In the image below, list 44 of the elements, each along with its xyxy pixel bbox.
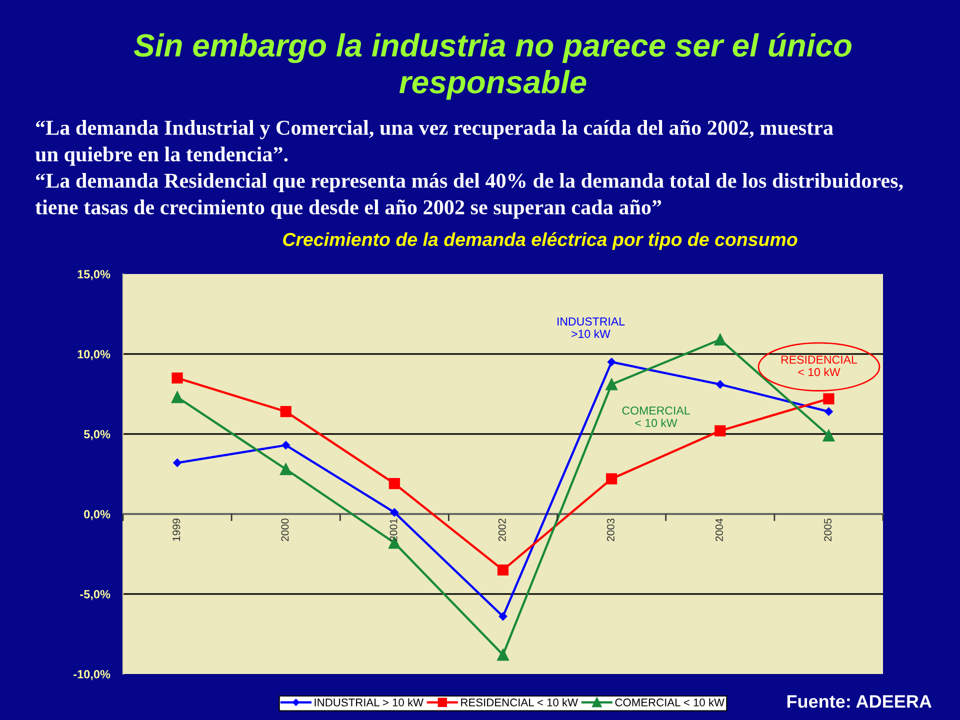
- y-tick-label: -5,0%: [80, 590, 110, 600]
- point: [498, 612, 508, 621]
- point: [822, 430, 835, 442]
- point: [497, 648, 509, 661]
- x-tick-label: 1999: [172, 518, 180, 541]
- point: [824, 407, 833, 416]
- point: [823, 393, 834, 404]
- x-tick-label: 2000: [281, 518, 289, 542]
- y-tick-label: 15,0%: [78, 270, 110, 280]
- point: [497, 564, 509, 576]
- legend-label: INDUSTRIAL > 10 kW: [314, 698, 424, 706]
- legend-label: RESIDENCIAL < 10 kW: [461, 698, 578, 706]
- x-tick-label: 2003: [606, 518, 614, 542]
- y-tick-label: 10,0%: [78, 350, 110, 360]
- legend-label: COMERCIAL < 10 kW: [615, 698, 724, 706]
- point: [716, 380, 724, 389]
- x-tick-label: 2002: [498, 518, 506, 542]
- chart-subtitle: Crecimiento de la demanda eléctrica por tipo de consumo: [283, 232, 798, 250]
- y-tick-label: 0,0%: [84, 510, 110, 520]
- point: [173, 458, 182, 467]
- annotation: RESIDENCIAL < 10 kW: [782, 356, 858, 376]
- point: [714, 425, 726, 436]
- x-tick-label: 2004: [716, 518, 723, 542]
- point: [280, 463, 292, 476]
- y-tick-label: -10,0%: [74, 670, 110, 680]
- x-tick-label: 2005: [824, 518, 832, 542]
- text: “La demanda Industrial y Comercial, una vez recuperada la caída del año 2002, muestra un quiebre en la tendencia”.: [35, 120, 834, 166]
- point: [714, 334, 726, 346]
- point: [606, 473, 618, 484]
- point: [606, 378, 618, 390]
- point: [390, 508, 399, 517]
- x-tick-label: 2001: [390, 518, 398, 542]
- point: [282, 441, 290, 450]
- y-tick-label: 5,0%: [84, 430, 110, 440]
- annotation: COMERCIAL < 10 kW: [622, 406, 690, 428]
- point: [171, 391, 184, 404]
- text: “La demanda Residencial que representa más del 40% de la demanda total de los distribuidores, tiene tasas de crecimiento que desde el año 2002 se superan cada año”: [35, 173, 903, 219]
- point: [172, 372, 183, 384]
- point: [388, 478, 400, 490]
- point: [607, 358, 616, 366]
- source-note: Fuente: ADEERA: [787, 695, 932, 708]
- annotation: INDUSTRIAL >10 kW: [558, 317, 625, 338]
- point: [280, 406, 292, 418]
- chart-title: Sin embargo la industria no parece ser el único responsable: [134, 33, 852, 100]
